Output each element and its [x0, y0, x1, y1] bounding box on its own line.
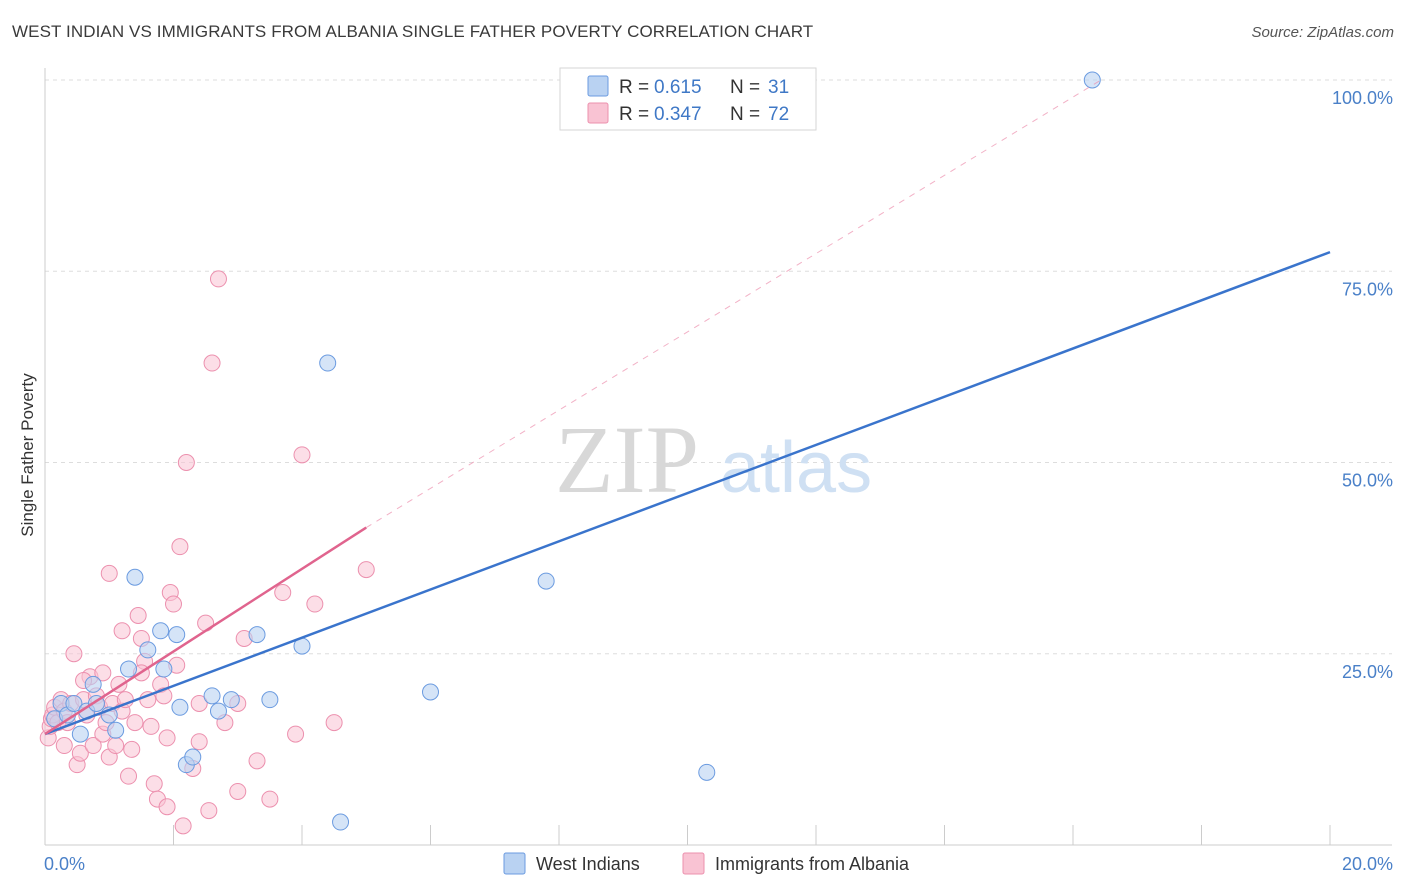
point-albania [142, 717, 160, 735]
point-west-indians [332, 813, 350, 831]
point-west-indians [203, 687, 221, 705]
legend-n-value-pink: 72 [768, 104, 789, 125]
legend-r-label: R = [619, 77, 649, 98]
source-label: Source: ZipAtlas.com [1251, 24, 1394, 41]
point-albania [293, 446, 311, 464]
point-west-indians [184, 748, 202, 766]
legend-r-value-blue: 0.615 [654, 77, 702, 98]
point-albania [274, 584, 292, 602]
tick-labels: 25.0% 50.0% 75.0% 100.0% 0.0% 20.0% [44, 88, 1393, 874]
legend-swatch-west-indians [503, 852, 526, 875]
point-west-indians [152, 622, 170, 640]
point-west-indians [248, 626, 266, 644]
trend-line-albania [44, 526, 367, 736]
point-albania [177, 454, 195, 471]
point-albania [200, 802, 218, 820]
point-west-indians [171, 698, 189, 716]
point-albania [165, 595, 182, 613]
watermark: ZIP atlas [555, 406, 872, 513]
point-west-indians [319, 354, 337, 372]
point-albania [357, 561, 375, 579]
point-albania [126, 714, 144, 732]
point-albania [190, 733, 208, 751]
y-tick-label: 25.0% [1342, 662, 1393, 682]
legend-n-value-blue: 31 [768, 77, 789, 98]
legend-r-value-pink: 0.347 [654, 104, 702, 125]
chart-title: WEST INDIAN VS IMMIGRANTS FROM ALBANIA S… [12, 22, 814, 41]
point-west-indians [209, 702, 227, 720]
point-west-indians [107, 721, 125, 739]
point-west-indians [537, 572, 555, 590]
point-west-indians [84, 675, 102, 693]
point-west-indians [155, 660, 173, 678]
point-west-indians [139, 641, 157, 659]
point-west-indians [698, 763, 716, 781]
point-albania [287, 725, 305, 743]
point-albania [174, 817, 192, 835]
point-albania [145, 775, 163, 793]
point-albania [190, 694, 208, 712]
point-albania [107, 737, 125, 755]
point-west-indians [222, 691, 240, 709]
series-west-indians [46, 71, 1101, 831]
legend-swatch-albania [682, 852, 705, 875]
point-albania [197, 614, 215, 632]
point-albania [129, 607, 147, 624]
point-albania [261, 790, 279, 808]
axes [44, 68, 1392, 846]
legend-label-albania: Immigrants from Albania [715, 854, 910, 874]
point-west-indians [120, 660, 138, 678]
point-west-indians [422, 683, 439, 701]
point-albania [100, 564, 118, 582]
point-albania [123, 740, 141, 758]
trend-lines [44, 79, 1331, 736]
point-albania [158, 729, 176, 747]
watermark-zip: ZIP [555, 406, 699, 513]
point-west-indians [65, 694, 83, 712]
point-albania [325, 714, 343, 732]
point-albania [113, 622, 131, 640]
point-albania [229, 782, 247, 800]
point-albania [203, 354, 221, 372]
watermark-atlas: atlas [720, 428, 872, 508]
point-west-indians [168, 626, 186, 644]
y-tick-label: 75.0% [1342, 279, 1393, 299]
correlation-legend: R = 0.615 N = 31 R = 0.347 N = 72 [559, 67, 817, 131]
point-albania [94, 664, 112, 682]
legend-n-label: N = [730, 104, 760, 125]
point-albania [248, 752, 266, 770]
y-tick-label: 50.0% [1342, 471, 1393, 491]
series-legend: West Indians Immigrants from Albania [503, 852, 910, 875]
legend-swatch-pink [587, 102, 609, 124]
point-albania [120, 767, 138, 785]
point-west-indians [71, 725, 89, 743]
point-albania [84, 737, 102, 755]
point-west-indians [126, 568, 144, 586]
legend-swatch-blue [587, 75, 609, 97]
point-albania [71, 744, 89, 762]
point-albania [171, 538, 189, 556]
y-tick-label: 100.0% [1332, 88, 1393, 108]
legend-label-west-indians: West Indians [536, 854, 640, 874]
x-tick-label-max: 20.0% [1342, 854, 1393, 874]
legend-r-label: R = [619, 104, 649, 125]
point-albania [65, 645, 83, 663]
legend-n-label: N = [730, 77, 760, 98]
point-west-indians [1083, 71, 1101, 89]
x-tick-label-min: 0.0% [44, 854, 85, 874]
point-west-indians [261, 691, 279, 709]
grid-lines [45, 79, 1392, 655]
point-albania [158, 798, 176, 816]
trend-line-west-indians [44, 250, 1331, 736]
point-albania [306, 595, 324, 613]
point-albania [209, 270, 227, 288]
point-albania [55, 737, 73, 755]
